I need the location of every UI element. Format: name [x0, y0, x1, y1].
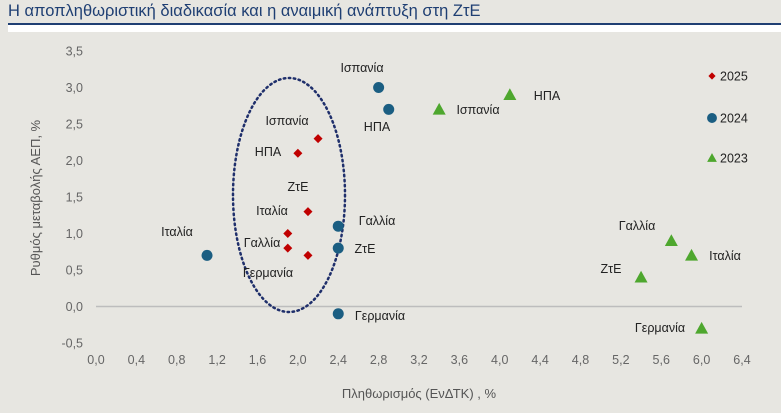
data-point-diamond	[283, 243, 293, 253]
legend-label: 2025	[720, 70, 748, 84]
data-label: ΗΠΑ	[364, 120, 391, 134]
data-label: ΗΠΑ	[255, 145, 282, 159]
data-label: ΗΠΑ	[534, 89, 561, 103]
y-tick-label: 1,0	[66, 227, 83, 241]
series-2023: Ισπανία ΗΠΑ Γαλλία Ιταλία ΖτΕ Γερμανία 2023	[432, 88, 748, 335]
data-label: Γαλλία	[244, 236, 281, 250]
data-label: Ισπανία	[265, 114, 308, 128]
data-label: Ιταλία	[709, 249, 741, 263]
data-label: ΖτΕ	[601, 262, 622, 276]
data-point-triangle	[664, 234, 678, 246]
data-point-diamond	[283, 229, 293, 238]
data-point-circle	[332, 242, 344, 254]
x-tick-label: 0,0	[87, 353, 104, 367]
data-label: ΖτΕ	[355, 242, 376, 256]
title-underline	[8, 23, 781, 25]
y-tick-label: 0,5	[66, 264, 83, 278]
data-label: Ισπανία	[456, 103, 499, 117]
x-tick-label: 3,2	[410, 353, 427, 367]
legend-label: 2023	[720, 152, 748, 166]
data-point-triangle	[503, 88, 517, 100]
data-point-circle	[383, 103, 395, 115]
data-label: Γερμανία	[635, 321, 685, 335]
x-tick-label: 1,6	[249, 353, 266, 367]
data-point-diamond	[293, 148, 303, 158]
x-axis-label: Πληθωρισμός (ΕνΔΤΚ) , %	[342, 386, 497, 401]
data-point-triangle	[634, 270, 648, 283]
data-label: Ισπανία	[340, 61, 383, 75]
series-2024: Ισπανία ΗΠΑ Ιταλία Γαλλία ΖτΕ Γερμανία 2024	[161, 61, 748, 323]
x-tick-label: 4,0	[491, 353, 508, 367]
x-tick-label: 0,8	[168, 353, 185, 367]
data-point-circle	[373, 82, 385, 93]
x-tick-label: 6,0	[693, 353, 710, 367]
data-point-diamond	[313, 134, 323, 144]
data-point-triangle	[432, 102, 446, 115]
legend-marker-diamond	[708, 72, 716, 80]
y-tick-label: 1,5	[66, 191, 83, 205]
x-tick-label: 3,6	[451, 353, 468, 367]
data-label: Γερμανία	[243, 266, 293, 280]
data-point-triangle	[685, 248, 699, 261]
y-tick-label: 2,5	[66, 118, 83, 132]
legend-marker-triangle	[707, 153, 717, 162]
x-tick-label: 2,4	[330, 353, 347, 367]
legend-label: 2024	[720, 112, 748, 126]
x-tick-label: 0,4	[128, 353, 145, 367]
data-label: Γαλλία	[619, 219, 656, 233]
data-label: ΖτΕ	[288, 180, 309, 194]
y-tick-label: 3,0	[66, 81, 83, 95]
data-point-diamond	[303, 207, 313, 217]
data-point-triangle	[695, 321, 709, 334]
highlight-ellipse	[231, 76, 347, 314]
x-tick-label: 5,6	[653, 353, 670, 367]
data-point-circle	[332, 308, 344, 320]
y-tick-label: 0,0	[66, 300, 83, 314]
x-tick-label: 4,8	[572, 353, 589, 367]
data-label: Γαλλία	[359, 214, 396, 228]
x-tick-label: 6,4	[733, 353, 750, 367]
x-tick-label: 2,0	[289, 353, 306, 367]
x-tick-label: 5,2	[612, 353, 629, 367]
data-point-diamond	[303, 250, 313, 260]
data-label: Ιταλία	[256, 204, 288, 218]
x-tick-label: 1,2	[208, 353, 225, 367]
y-tick-label: 3,5	[66, 45, 83, 59]
y-tick-label: 2,0	[66, 154, 83, 168]
title-band	[8, 25, 781, 32]
x-tick-label: 4,4	[531, 353, 548, 367]
data-label: Γερμανία	[355, 309, 405, 323]
legend-marker-circle	[707, 113, 717, 123]
data-label: Ιταλία	[161, 225, 193, 239]
y-axis-label: Ρυθμός μεταβολής ΑΕΠ, %	[28, 119, 43, 276]
y-tick-label: -0,5	[61, 337, 83, 351]
data-point-circle	[332, 220, 344, 232]
data-point-circle	[201, 249, 213, 261]
x-tick-label: 2,8	[370, 353, 387, 367]
chart-title: Η αποπληθωριστική διαδικασία και η αναιμ…	[8, 2, 481, 20]
